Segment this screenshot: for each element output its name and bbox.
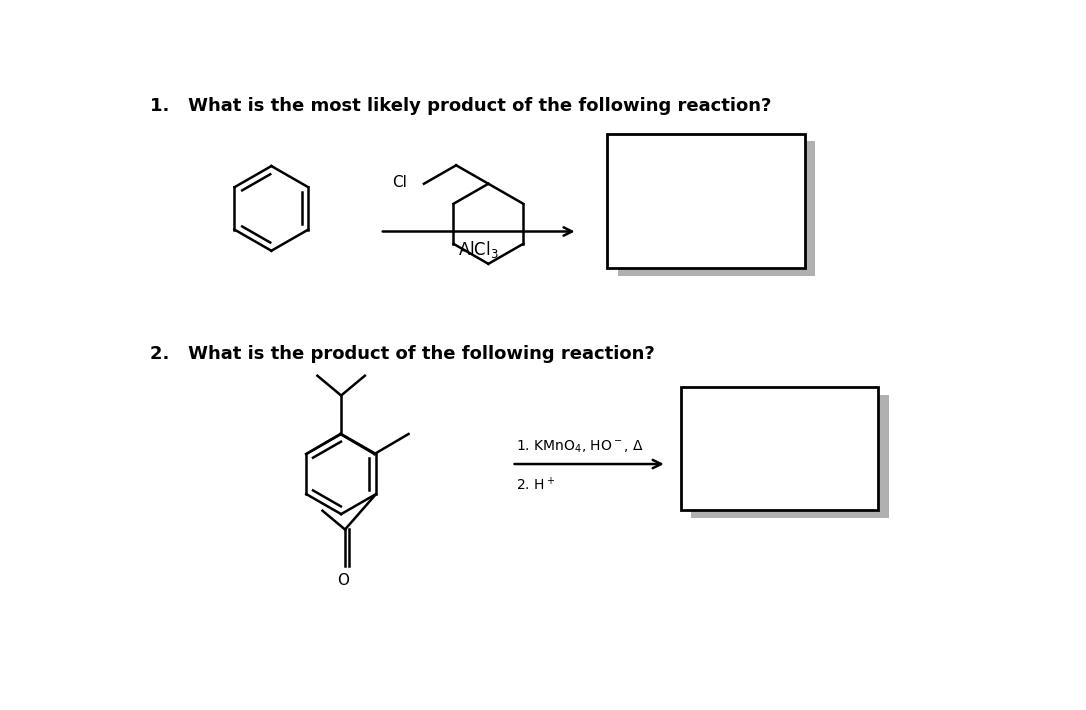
Text: 2.   What is the product of the following reaction?: 2. What is the product of the following … bbox=[150, 346, 655, 364]
Bar bbox=[681, 387, 879, 510]
Text: AlCl$_3$: AlCl$_3$ bbox=[458, 239, 500, 260]
Text: Cl: Cl bbox=[392, 175, 407, 190]
Bar bbox=[607, 133, 805, 268]
Text: 2. H$^+$: 2. H$^+$ bbox=[516, 476, 555, 493]
Text: 1.   What is the most likely product of the following reaction?: 1. What is the most likely product of th… bbox=[150, 97, 771, 115]
Text: 1. KMnO$_4$, HO$^-$, Δ: 1. KMnO$_4$, HO$^-$, Δ bbox=[516, 438, 644, 455]
Text: O: O bbox=[338, 572, 350, 588]
Bar bbox=[618, 141, 816, 276]
Bar bbox=[692, 395, 889, 518]
